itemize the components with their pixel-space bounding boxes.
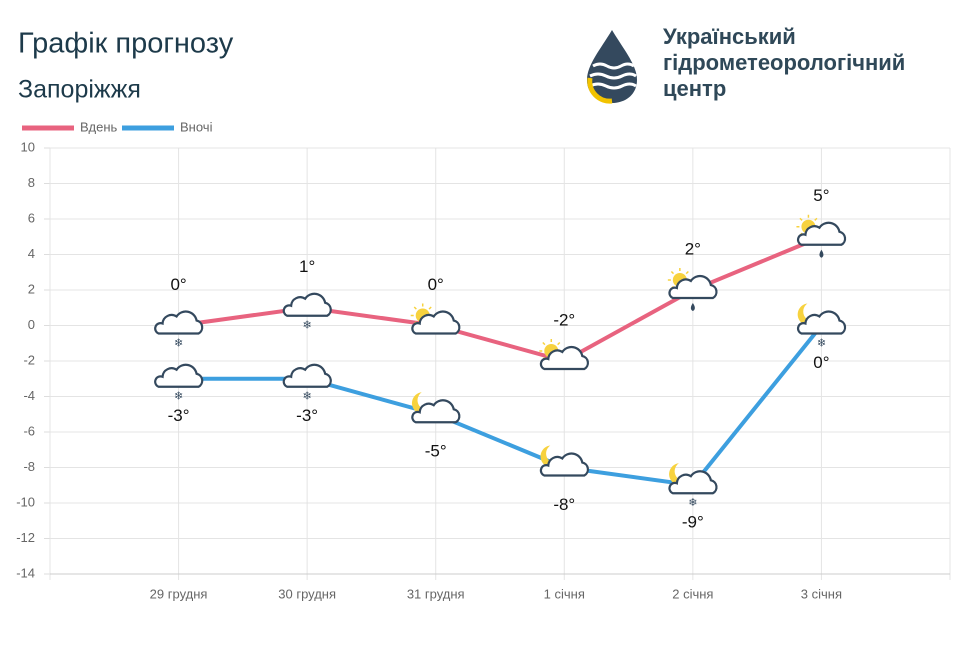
logo: Український гідрометеорологічний центр bbox=[587, 24, 905, 104]
value-label: -8° bbox=[553, 495, 575, 514]
value-label: 1° bbox=[299, 257, 315, 276]
y-tick-label: -6 bbox=[23, 423, 35, 438]
sun-ray bbox=[542, 341, 546, 346]
value-label: 2° bbox=[685, 239, 701, 258]
sun-ray bbox=[557, 341, 561, 346]
y-tick-label: 10 bbox=[21, 139, 35, 154]
weather-icon: ❄ bbox=[796, 303, 847, 349]
snowflake: ❄ bbox=[174, 391, 183, 403]
y-tick-label: -4 bbox=[23, 388, 35, 403]
sun-ray bbox=[670, 270, 675, 275]
legend-label: Вдень bbox=[80, 119, 118, 134]
moon bbox=[540, 445, 562, 468]
cloud bbox=[796, 310, 847, 335]
cloud bbox=[668, 274, 718, 300]
moon bbox=[669, 463, 690, 486]
value-label: 0° bbox=[428, 275, 444, 294]
series-line bbox=[178, 324, 823, 488]
sun-ray bbox=[685, 270, 689, 275]
snowflake: ❄ bbox=[174, 337, 183, 349]
y-tick-label: -14 bbox=[16, 565, 35, 580]
cloud bbox=[282, 292, 332, 317]
weather-icon: ❄ bbox=[282, 363, 332, 403]
cloud bbox=[411, 399, 461, 424]
y-tick-label: -12 bbox=[16, 530, 35, 545]
cloud bbox=[282, 363, 332, 388]
y-tick-label: -2 bbox=[23, 352, 35, 367]
value-label: -5° bbox=[425, 442, 447, 461]
weather-icon bbox=[539, 339, 589, 371]
cloud bbox=[154, 310, 204, 335]
x-tick-label: 1 січня bbox=[544, 586, 585, 601]
subtitle: Запоріжжя bbox=[18, 76, 141, 104]
x-tick-label: 31 грудня bbox=[407, 586, 465, 601]
cloud bbox=[668, 470, 718, 495]
value-label: -2° bbox=[553, 310, 575, 329]
value-label: -9° bbox=[682, 513, 704, 532]
snowflake: ❄ bbox=[303, 391, 312, 403]
cloud bbox=[539, 452, 589, 477]
snowflake: ❄ bbox=[817, 337, 826, 349]
cloud bbox=[539, 345, 589, 371]
value-label: 0° bbox=[170, 275, 186, 294]
snowflake: ❄ bbox=[303, 320, 312, 332]
title: Графік прогнозу bbox=[18, 28, 234, 60]
logo-text: гідрометеорологічний bbox=[663, 50, 905, 75]
weather-icon: ❄ bbox=[154, 363, 204, 403]
cloud bbox=[796, 221, 847, 246]
sun-ray bbox=[814, 217, 818, 221]
series-line bbox=[178, 234, 823, 364]
logo-text: Український bbox=[663, 24, 796, 49]
value-label: -3° bbox=[168, 406, 190, 425]
cloud bbox=[411, 310, 461, 335]
y-tick-label: 2 bbox=[28, 281, 35, 296]
y-tick-label: 6 bbox=[28, 210, 35, 225]
x-tick-label: 30 грудня bbox=[278, 586, 336, 601]
moon bbox=[411, 392, 433, 415]
y-tick-label: 4 bbox=[28, 246, 35, 261]
value-label: 5° bbox=[813, 186, 829, 205]
weather-icon bbox=[539, 445, 589, 477]
legend-label: Вночі bbox=[180, 119, 213, 134]
y-tick-label: 0 bbox=[28, 317, 35, 332]
x-tick-label: 2 січня bbox=[672, 586, 713, 601]
weather-icon bbox=[411, 392, 461, 424]
logo-text: центр bbox=[663, 76, 726, 101]
weather-icon bbox=[796, 214, 847, 258]
weather-icon: ❄ bbox=[154, 310, 204, 349]
sun-ray bbox=[428, 306, 432, 310]
snowflake: ❄ bbox=[688, 497, 697, 509]
drop bbox=[690, 303, 695, 311]
weather-icon: ❄ bbox=[282, 292, 332, 332]
drop bbox=[819, 249, 824, 258]
x-tick-label: 29 грудня bbox=[150, 586, 208, 601]
y-tick-label: 8 bbox=[28, 175, 35, 190]
weather-icon bbox=[410, 303, 461, 335]
value-label: 0° bbox=[813, 353, 829, 372]
value-label: -3° bbox=[296, 406, 318, 425]
sun-ray bbox=[799, 217, 803, 221]
weather-icon: ❄ bbox=[668, 463, 718, 509]
x-tick-label: 3 січня bbox=[801, 586, 842, 601]
weather-icon bbox=[667, 268, 718, 311]
moon bbox=[797, 303, 819, 326]
sun-ray bbox=[413, 306, 417, 310]
y-tick-label: -10 bbox=[16, 494, 35, 509]
cloud bbox=[154, 363, 204, 388]
y-tick-label: -8 bbox=[23, 459, 35, 474]
